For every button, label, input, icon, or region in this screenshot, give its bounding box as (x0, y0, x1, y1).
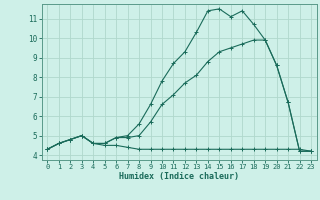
X-axis label: Humidex (Indice chaleur): Humidex (Indice chaleur) (119, 172, 239, 181)
